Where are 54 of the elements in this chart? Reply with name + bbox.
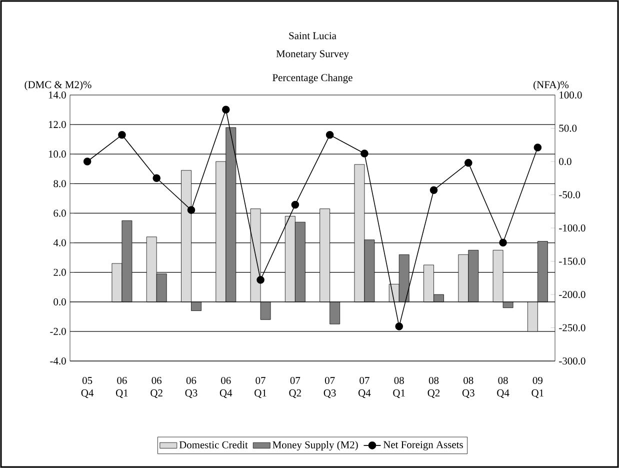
x-tick-label: 06 Q3 [185,376,198,398]
legend-label: Net Foreign Assets [383,441,463,450]
x-tick-label: 06 Q1 [116,376,128,398]
y-tick-label: -2.0 [50,328,66,335]
y-tick-label: 8.0 [54,180,66,188]
y-tick-label: 6.0 [54,210,66,217]
point [534,144,542,152]
x-tick-label: 08 Q3 [462,376,474,398]
legend-label: Money Supply (M2) [272,441,358,451]
point [360,150,368,158]
y-axis-title: (DMC & M2)% [24,80,92,90]
x-tick-label: 08 Q1 [393,376,405,398]
point [291,200,300,209]
y2-tick-label: -250.0 [559,324,586,332]
y2-tick-label: -200.0 [559,290,586,298]
y2-tick-label: -300.0 [559,357,586,365]
point [83,158,92,166]
y2-axis-title: (NFA)% [534,80,569,90]
point [395,322,404,330]
x-tick-label: 08 Q2 [428,376,440,398]
point [430,186,438,194]
y2-tick-label: 50.0 [559,124,577,132]
y2-tick-label: 0.0 [559,158,572,166]
x-tick-label: 09 Q1 [532,376,544,398]
point [464,158,472,167]
y-tick-label: 14.0 [48,91,66,99]
x-tick-label: 06 Q2 [150,376,162,398]
point [222,106,230,114]
point [326,131,334,139]
x-tick-label: 05 Q4 [81,376,94,398]
y-tick-label: 12.0 [48,121,66,128]
point [499,238,507,247]
x-tick-label: 07 Q1 [254,376,266,398]
y-tick-label: 4.0 [53,239,66,246]
text: Monetary Survey Percentage Change [272,50,352,84]
y2-tick-label: -50.0 [559,191,580,198]
y-tick-label: 0.0 [54,298,66,306]
point [118,131,126,139]
y2-tick-label: -150.0 [559,258,586,265]
x-tick-label: 07 Q4 [358,376,371,398]
y-tick-label: 2.0 [54,268,66,276]
x-tick-label: 08 Q4 [497,376,510,398]
y-tick-label: -4.0 [50,357,66,365]
point [187,206,196,214]
legend-label: Domestic Credit [179,441,248,448]
x-tick-label: 07 Q3 [324,376,336,398]
point [256,276,264,284]
y2-tick-label: -100.0 [559,224,586,232]
y-tick-label: 10.0 [48,150,66,158]
x-tick-label: 07 Q2 [289,376,301,398]
x-tick-label: 06 Q4 [220,376,232,398]
y2-tick-label: 100.0 [560,91,582,99]
chart-title: Saint Lucia [289,32,336,40]
point [152,174,161,182]
